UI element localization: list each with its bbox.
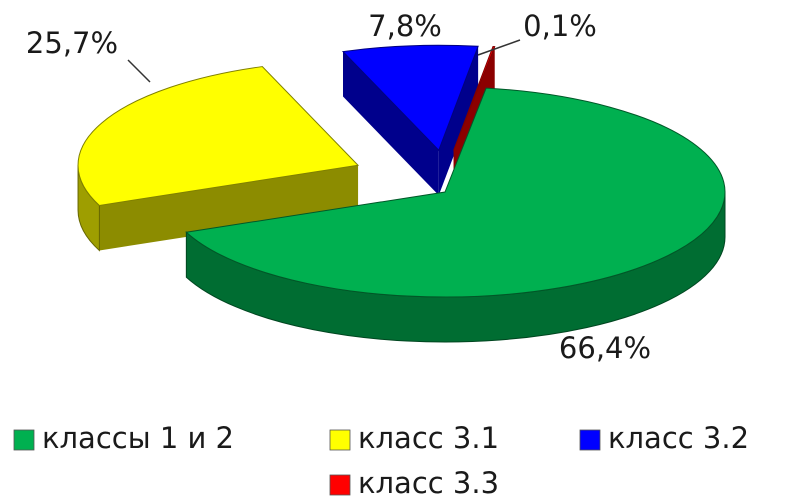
legend-swatch bbox=[579, 429, 601, 451]
slice bbox=[341, 44, 479, 152]
legend-label: классы 1 и 2 bbox=[42, 421, 234, 455]
slice bbox=[453, 45, 496, 151]
slice-wall bbox=[99, 165, 359, 251]
legend-label: класс 3.1 bbox=[358, 421, 499, 455]
slice bbox=[185, 87, 726, 298]
slice-wall bbox=[438, 46, 479, 196]
slice-wall bbox=[343, 51, 439, 196]
leader-line bbox=[127, 59, 151, 83]
legend-swatch bbox=[329, 429, 351, 451]
data-label: 66,4% bbox=[559, 331, 651, 365]
data-label: 0,1% bbox=[523, 9, 597, 43]
legend-swatch bbox=[13, 429, 35, 451]
data-label: 25,7% bbox=[26, 26, 118, 60]
slice bbox=[77, 66, 360, 206]
legend-swatch bbox=[329, 474, 351, 496]
legend-label: класс 3.2 bbox=[608, 421, 749, 455]
data-label: 7,8% bbox=[368, 9, 442, 43]
leader-line bbox=[477, 39, 521, 56]
legend-label: класс 3.3 bbox=[358, 466, 499, 497]
